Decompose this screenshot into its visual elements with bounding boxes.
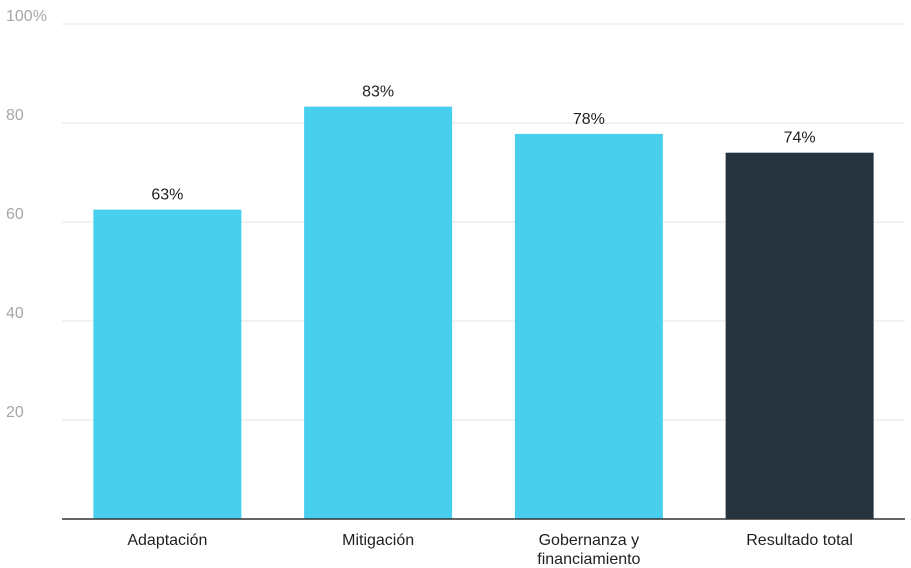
y-tick-label: 100%	[6, 8, 47, 25]
x-tick-label: Gobernanza y	[539, 532, 640, 549]
x-tick-label: Resultado total	[746, 532, 853, 549]
data-label: 63%	[151, 187, 183, 204]
y-tick-label: 40	[6, 305, 24, 322]
data-label: 78%	[573, 111, 605, 128]
bar	[304, 106, 453, 519]
bars	[93, 106, 874, 519]
y-axis: 20 40 60 80 100%	[6, 8, 47, 421]
data-labels: 63% 83% 78% 74%	[151, 84, 815, 204]
y-tick-label: 60	[6, 206, 24, 223]
bar	[93, 209, 242, 519]
bar	[514, 133, 663, 519]
x-tick-label: financiamiento	[537, 551, 640, 568]
x-tick-label: Adaptación	[127, 532, 207, 549]
y-tick-label: 20	[6, 404, 24, 421]
x-tick-label: Mitigación	[342, 532, 414, 549]
x-axis: Adaptación Mitigación Gobernanza y financia…	[127, 532, 853, 568]
y-tick-label: 80	[6, 107, 24, 124]
bar	[725, 152, 874, 519]
data-label: 74%	[784, 130, 816, 147]
data-label: 83%	[362, 84, 394, 101]
